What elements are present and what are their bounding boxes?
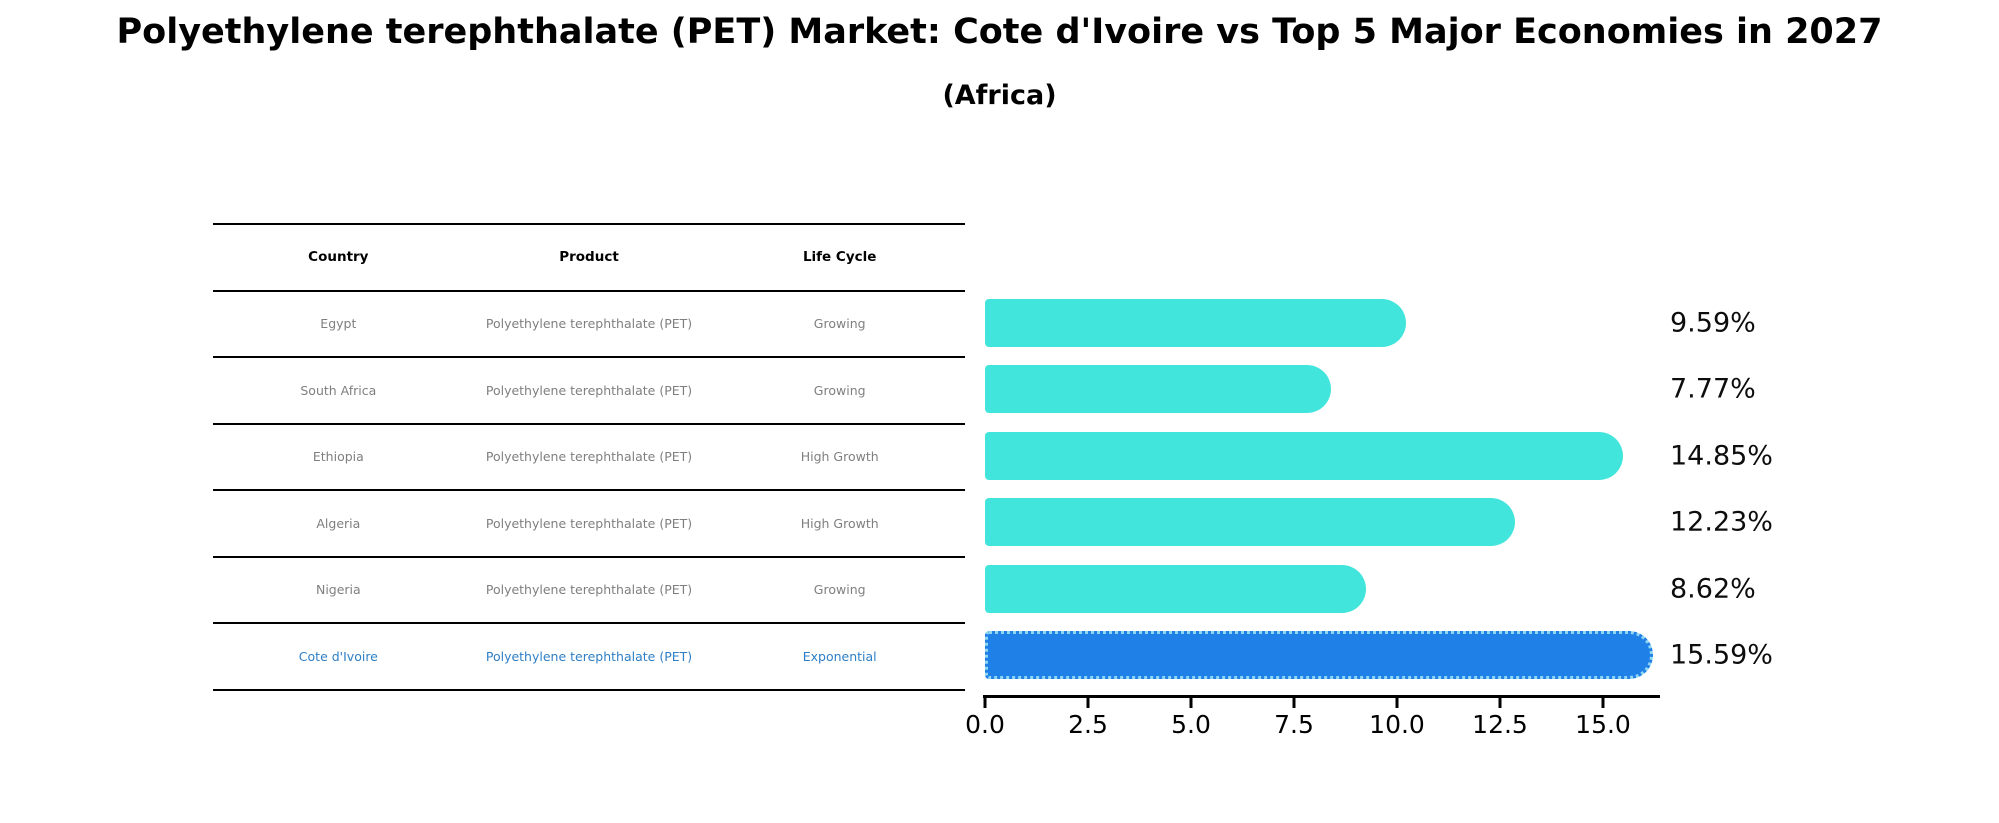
table-cell-product: Polyethylene terephthalate (PET) (485, 316, 693, 332)
table-cell-product: Polyethylene terephthalate (PET) (485, 515, 693, 531)
value-label-south-africa: 7.77% (1670, 373, 1756, 405)
bar-cote-d-ivoire (985, 631, 1654, 680)
x-tick-label-5.0: 5.0 (1171, 710, 1211, 739)
info-table: Country Product Life Cycle Egypt Polyethylen… (213, 223, 965, 691)
table-cell-product: Polyethylene terephthalate (PET) (485, 449, 693, 465)
table-row-egypt: Egypt Polyethylene terephthalate (PET) Gro… (213, 289, 965, 357)
column-header-product: Product (559, 249, 619, 266)
table-row-ethiopia: Ethiopia Polyethylene terephthalate (PET)… (213, 422, 965, 490)
table-row-south-africa: South Africa Polyethylene terephthalate (… (213, 356, 965, 423)
table-cell-product: Polyethylene terephthalate (PET) (485, 382, 693, 398)
bar-egypt (985, 298, 1407, 347)
bar-ethiopia (985, 431, 1623, 480)
x-tick-7.5 (1292, 698, 1296, 708)
x-tick-15.0 (1601, 698, 1605, 708)
table-cell-product: Polyethylene terephthalate (PET) (485, 582, 693, 598)
table-cell-life_cycle: High Growth (800, 449, 879, 465)
table-cell-life_cycle: High Growth (800, 515, 879, 531)
value-label-cote-d-ivoire: 15.59% (1670, 639, 1773, 671)
value-label-algeria: 12.23% (1670, 506, 1773, 538)
x-tick-5.0 (1189, 698, 1193, 708)
table-row-cote-d-ivoire: Cote d'Ivoire Polyethylene terephthalate … (213, 622, 965, 689)
chart-subtitle: (Africa) (942, 80, 1057, 111)
x-tick-label-15.0: 15.0 (1575, 710, 1631, 739)
column-header-life-cycle: Life Cycle (802, 249, 877, 266)
table-row-algeria: Algeria Polyethylene terephthalate (PET) H… (213, 489, 965, 556)
x-tick-label-12.5: 12.5 (1472, 710, 1528, 739)
x-tick-label-0.0: 0.0 (965, 710, 1005, 739)
table-header-row: Country Product Life Cycle (213, 223, 965, 290)
table-cell-life_cycle: Growing (813, 316, 866, 332)
table-cell-life_cycle: Exponential (802, 648, 877, 664)
bar-south-africa (985, 365, 1332, 414)
table-cell-life_cycle: Growing (813, 582, 866, 598)
table-cell-country: Nigeria (315, 582, 361, 598)
table-cell-country: South Africa (300, 382, 377, 398)
bar-algeria (985, 498, 1515, 547)
table-cell-country: Algeria (316, 515, 361, 531)
x-axis-line (983, 695, 1660, 698)
value-label-nigeria: 8.62% (1670, 573, 1756, 605)
table-cell-country: Ethiopia (312, 449, 364, 465)
table-row-nigeria: Nigeria Polyethylene terephthalate (PET) G… (213, 555, 965, 623)
table-cell-product: Polyethylene terephthalate (PET) (485, 648, 693, 664)
chart-title: Polyethylene terephthalate (PET) Market:… (116, 12, 1883, 52)
value-label-ethiopia: 14.85% (1670, 440, 1773, 472)
x-tick-10.0 (1395, 698, 1399, 708)
x-tick-2.5 (1086, 698, 1090, 708)
table-cell-country: Cote d'Ivoire (298, 648, 378, 664)
bar-nigeria (985, 564, 1367, 613)
x-tick-label-2.5: 2.5 (1068, 710, 1108, 739)
x-tick-label-10.0: 10.0 (1369, 710, 1425, 739)
value-label-egypt: 9.59% (1670, 307, 1756, 339)
x-tick-label-7.5: 7.5 (1274, 710, 1314, 739)
column-header-country: Country (308, 249, 369, 266)
x-tick-0.0 (983, 698, 987, 708)
table-cell-life_cycle: Growing (813, 382, 866, 398)
table-cell-country: Egypt (320, 316, 357, 332)
x-tick-12.5 (1498, 698, 1502, 708)
